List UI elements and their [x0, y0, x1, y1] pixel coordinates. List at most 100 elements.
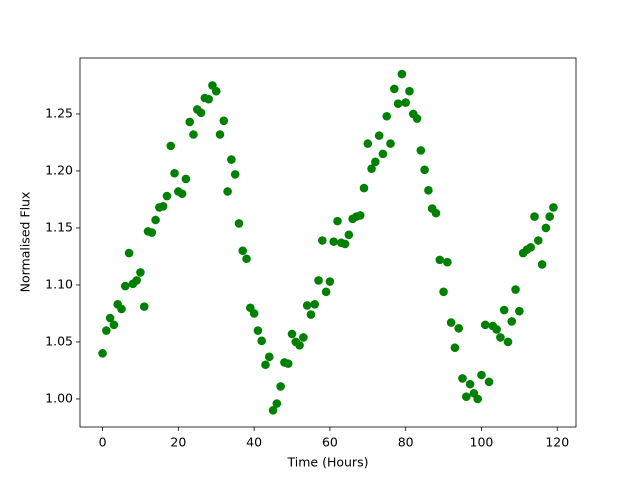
data-point [465, 379, 475, 389]
data-point [499, 305, 509, 315]
data-point [306, 310, 316, 319]
data-point [526, 243, 536, 252]
data-point [390, 84, 399, 94]
x-tick-label: 120 [545, 435, 569, 450]
y-tick-label: 1.15 [45, 219, 73, 234]
data-point [480, 320, 490, 330]
data-point [196, 108, 206, 118]
data-point [473, 394, 482, 404]
data-point [355, 211, 365, 220]
data-point [325, 277, 335, 286]
data-point [344, 230, 354, 240]
data-point [158, 202, 168, 211]
data-point [204, 94, 213, 104]
data-point [507, 317, 517, 326]
plot-frame [79, 57, 577, 428]
data-point [462, 392, 471, 401]
data-point [105, 313, 115, 323]
data-point [276, 382, 285, 391]
data-point [242, 254, 251, 264]
data-point [416, 146, 426, 155]
data-point [424, 186, 433, 195]
data-point [545, 212, 554, 221]
data-point [382, 111, 392, 121]
data-point [219, 116, 229, 126]
data-point [541, 223, 551, 233]
x-axis-label: Time (Hours) [287, 455, 369, 470]
data-point [299, 333, 308, 342]
data-point [185, 117, 194, 127]
data-point [340, 239, 350, 249]
data-point [530, 212, 539, 221]
data-point [549, 203, 558, 212]
data-point [215, 130, 225, 139]
data-point [503, 337, 513, 347]
x-tick-label: 20 [170, 435, 186, 450]
data-point [177, 189, 187, 199]
data-point [363, 139, 373, 148]
data-point [367, 164, 376, 173]
data-point [454, 323, 464, 333]
x-tick-label: 0 [99, 435, 107, 450]
data-point [310, 300, 320, 309]
data-point [314, 276, 323, 285]
data-point [359, 183, 369, 193]
data-point [533, 236, 543, 245]
data-point [329, 237, 338, 246]
data-point [268, 406, 278, 415]
data-point [287, 329, 297, 339]
data-point [181, 174, 191, 184]
data-point [162, 191, 172, 201]
data-point [249, 309, 259, 318]
data-point [321, 287, 331, 297]
x-tick-label: 40 [246, 435, 262, 450]
x-tick-label: 60 [322, 435, 338, 450]
data-point [405, 86, 414, 96]
data-point [431, 208, 441, 218]
data-point [109, 320, 119, 330]
data-point [211, 86, 221, 96]
y-tick-label: 1.10 [45, 276, 73, 291]
data-point [136, 268, 145, 277]
data-point [257, 336, 266, 346]
data-point [484, 377, 494, 387]
data-point [386, 139, 395, 148]
data-point [283, 359, 293, 368]
data-point [139, 302, 149, 311]
data-point [378, 149, 388, 159]
data-point [230, 170, 240, 179]
x-tick-label: 80 [398, 435, 414, 450]
data-point [393, 99, 403, 109]
data-point [98, 349, 107, 358]
data-point [450, 343, 460, 352]
data-point [261, 360, 270, 370]
data-point [166, 141, 176, 151]
data-point [253, 326, 263, 335]
data-point [477, 370, 486, 380]
data-point [371, 157, 380, 167]
y-tick-label: 1.20 [45, 162, 73, 177]
data-point [227, 155, 236, 164]
data-point [120, 281, 130, 291]
data-point [496, 333, 505, 342]
data-point [439, 287, 448, 297]
data-point [435, 255, 445, 265]
data-point [117, 304, 126, 314]
data-point [264, 352, 274, 362]
data-point [234, 219, 244, 228]
data-point [537, 260, 547, 269]
data-point [124, 248, 134, 258]
data-point [412, 114, 422, 123]
data-point [302, 301, 312, 310]
data-point [147, 228, 157, 237]
data-point [151, 215, 160, 225]
data-point [102, 326, 111, 335]
data-point [401, 98, 410, 107]
x-tick-label: 100 [470, 435, 494, 450]
data-point [420, 165, 429, 175]
data-point [170, 168, 179, 178]
data-point [295, 341, 304, 350]
y-tick-label: 1.05 [45, 333, 73, 348]
data-point [397, 69, 407, 79]
